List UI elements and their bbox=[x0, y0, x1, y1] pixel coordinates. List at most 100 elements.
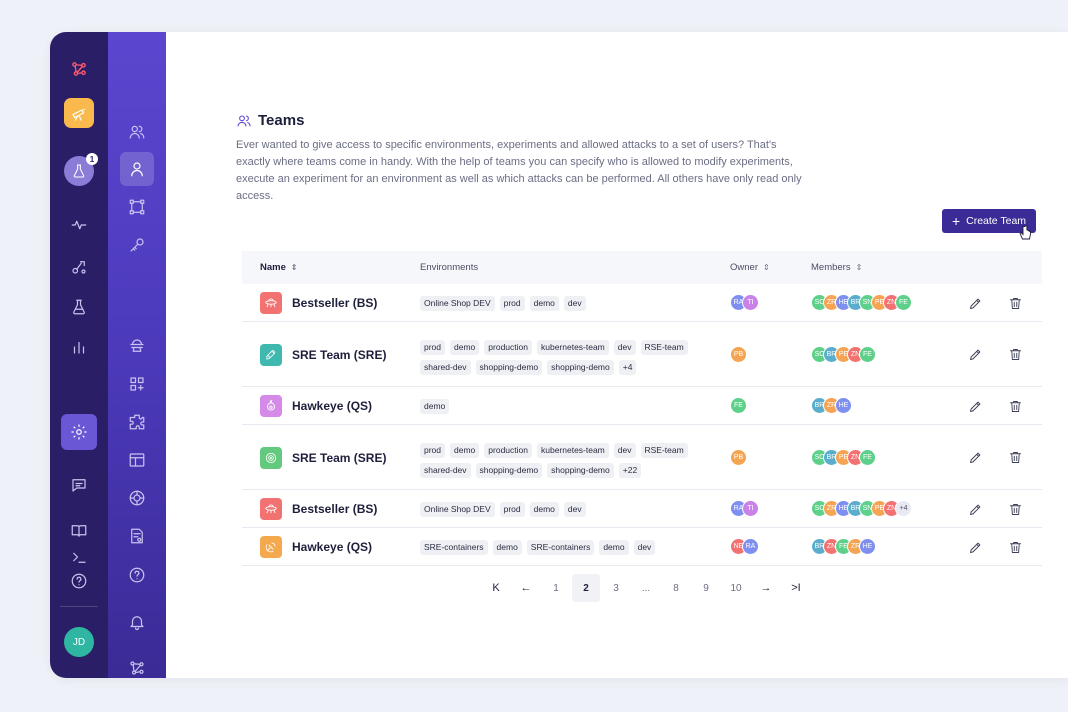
member-avatars: SC ZR HE BR SN PE ZN +4 bbox=[811, 500, 912, 517]
environment-tag: RSE-team bbox=[640, 442, 688, 458]
avatar[interactable]: FE bbox=[895, 294, 912, 311]
environment-tags: demo bbox=[420, 399, 700, 414]
create-team-button[interactable]: + Create Team bbox=[942, 209, 1036, 233]
page-button[interactable]: 1 bbox=[553, 582, 559, 594]
environment-tag: demo bbox=[529, 296, 559, 311]
help-icon[interactable] bbox=[64, 566, 94, 596]
frame-icon[interactable] bbox=[120, 190, 154, 224]
page-button[interactable]: 10 bbox=[730, 582, 742, 594]
integrations-icon[interactable] bbox=[64, 252, 94, 282]
terminal-icon[interactable] bbox=[64, 542, 94, 572]
table-row[interactable]: SRE Team (SRE) prod demo production kubernet… bbox=[242, 425, 1042, 490]
table-row[interactable]: SRE Team (SRE) prod demo production kubernet… bbox=[242, 322, 1042, 387]
trash-icon[interactable] bbox=[1006, 294, 1024, 312]
trash-icon[interactable] bbox=[1006, 449, 1024, 467]
edit-icon[interactable] bbox=[966, 449, 984, 467]
environment-tag: Online Shop DEV bbox=[420, 296, 495, 311]
trash-icon[interactable] bbox=[1006, 538, 1024, 556]
avatar[interactable]: TI bbox=[742, 500, 759, 517]
team-name[interactable]: Hawkeye (QS) bbox=[292, 540, 373, 554]
layout-icon[interactable] bbox=[120, 443, 154, 477]
page-ellipsis: ... bbox=[641, 582, 651, 594]
rocket-icon bbox=[260, 343, 282, 366]
key-icon[interactable] bbox=[120, 228, 154, 262]
logo-icon[interactable] bbox=[64, 54, 94, 84]
page-button[interactable]: 3 bbox=[613, 582, 619, 594]
sort-icon: ⇕ bbox=[762, 263, 770, 272]
add-grid-icon[interactable] bbox=[120, 367, 154, 401]
environment-tag: prod bbox=[499, 296, 525, 311]
team-name[interactable]: Bestseller (BS) bbox=[292, 502, 378, 516]
main-content: Teams Ever wanted to give access to spec… bbox=[166, 32, 1068, 678]
edit-icon[interactable] bbox=[966, 500, 984, 518]
column-members[interactable]: Members ⇕ bbox=[811, 262, 863, 273]
activity-icon[interactable] bbox=[64, 210, 94, 240]
book-icon[interactable] bbox=[64, 516, 94, 546]
avatar[interactable]: FE bbox=[730, 397, 747, 414]
avatar[interactable]: HE bbox=[859, 538, 876, 555]
network-icon[interactable] bbox=[120, 481, 154, 515]
member-avatars: BR ZR HE bbox=[811, 397, 852, 414]
teams-icon[interactable] bbox=[120, 115, 154, 149]
environment-tags: SRE-containers demo SRE-containers demo dev bbox=[420, 540, 700, 555]
edit-icon[interactable] bbox=[966, 346, 984, 364]
table-row[interactable]: Hawkeye (QS) demo FE BR ZR HE bbox=[242, 387, 1042, 425]
trash-icon[interactable] bbox=[1006, 346, 1024, 364]
avatar[interactable]: HE bbox=[835, 397, 852, 414]
hand-cursor-icon bbox=[1019, 225, 1031, 240]
edit-icon[interactable] bbox=[966, 294, 984, 312]
environment-tag: production bbox=[484, 442, 532, 458]
first-page-button[interactable]: K bbox=[492, 582, 500, 594]
bar-chart-icon[interactable] bbox=[64, 332, 94, 362]
help-circle-icon[interactable] bbox=[120, 558, 154, 592]
table-row[interactable]: Bestseller (BS) Online Shop DEV prod demo de… bbox=[242, 490, 1042, 528]
teams-table: Name ⇕ Environments Owner ⇕ Members ⇕ Bests… bbox=[242, 251, 1042, 566]
graph-icon[interactable] bbox=[120, 651, 154, 678]
table-row[interactable]: Bestseller (BS) Online Shop DEV prod demo de… bbox=[242, 284, 1042, 322]
edit-icon[interactable] bbox=[966, 397, 984, 415]
team-name[interactable]: SRE Team (SRE) bbox=[292, 347, 387, 362]
environment-tag: demo bbox=[450, 442, 480, 458]
primary-rail: 1 JD bbox=[50, 32, 108, 678]
page-title: Teams bbox=[236, 112, 304, 129]
chat-icon[interactable] bbox=[64, 470, 94, 500]
environment-tag: dev bbox=[633, 540, 656, 555]
telescope-icon[interactable] bbox=[64, 98, 94, 128]
page-button[interactable]: 8 bbox=[673, 582, 679, 594]
extensions-icon[interactable] bbox=[120, 405, 154, 439]
avatar[interactable]: FE bbox=[859, 345, 876, 363]
team-name[interactable]: Bestseller (BS) bbox=[292, 296, 378, 310]
user-avatar[interactable]: JD bbox=[64, 627, 94, 657]
edit-icon[interactable] bbox=[966, 538, 984, 556]
table-row[interactable]: Hawkeye (QS) SRE-containers demo SRE-contai… bbox=[242, 528, 1042, 566]
avatar[interactable]: FE bbox=[859, 448, 876, 466]
trash-icon[interactable] bbox=[1006, 397, 1024, 415]
column-name[interactable]: Name ⇕ bbox=[260, 262, 298, 273]
environment-tag: +22 bbox=[618, 462, 642, 478]
flask-outline-icon[interactable] bbox=[64, 292, 94, 322]
team-name[interactable]: Hawkeye (QS) bbox=[292, 399, 373, 413]
environment-tag: shopping-demo bbox=[475, 359, 543, 375]
last-page-button[interactable]: >I bbox=[791, 582, 801, 594]
trash-icon[interactable] bbox=[1006, 500, 1024, 518]
avatar[interactable]: RA bbox=[742, 538, 759, 555]
settings-icon[interactable] bbox=[61, 414, 97, 450]
experiments-button[interactable]: 1 bbox=[64, 153, 98, 186]
next-page-button[interactable]: → bbox=[760, 582, 772, 594]
agent-icon[interactable] bbox=[120, 329, 154, 363]
prev-page-button[interactable]: ← bbox=[520, 582, 532, 594]
avatar[interactable]: TI bbox=[742, 294, 759, 311]
more-members-badge[interactable]: +4 bbox=[895, 500, 912, 517]
bell-icon[interactable] bbox=[120, 605, 154, 639]
environment-tag: +4 bbox=[618, 359, 637, 375]
page-button[interactable]: 2 bbox=[572, 574, 600, 602]
audit-icon[interactable] bbox=[120, 519, 154, 553]
avatar[interactable]: PB bbox=[730, 345, 747, 363]
page-button[interactable]: 9 bbox=[703, 582, 709, 594]
environment-tag: prod bbox=[420, 442, 446, 458]
team-name[interactable]: SRE Team (SRE) bbox=[292, 450, 387, 465]
avatar[interactable]: PB bbox=[730, 448, 747, 466]
satellite-icon bbox=[260, 536, 282, 558]
user-icon[interactable] bbox=[120, 152, 154, 186]
column-owner[interactable]: Owner ⇕ bbox=[730, 262, 770, 273]
